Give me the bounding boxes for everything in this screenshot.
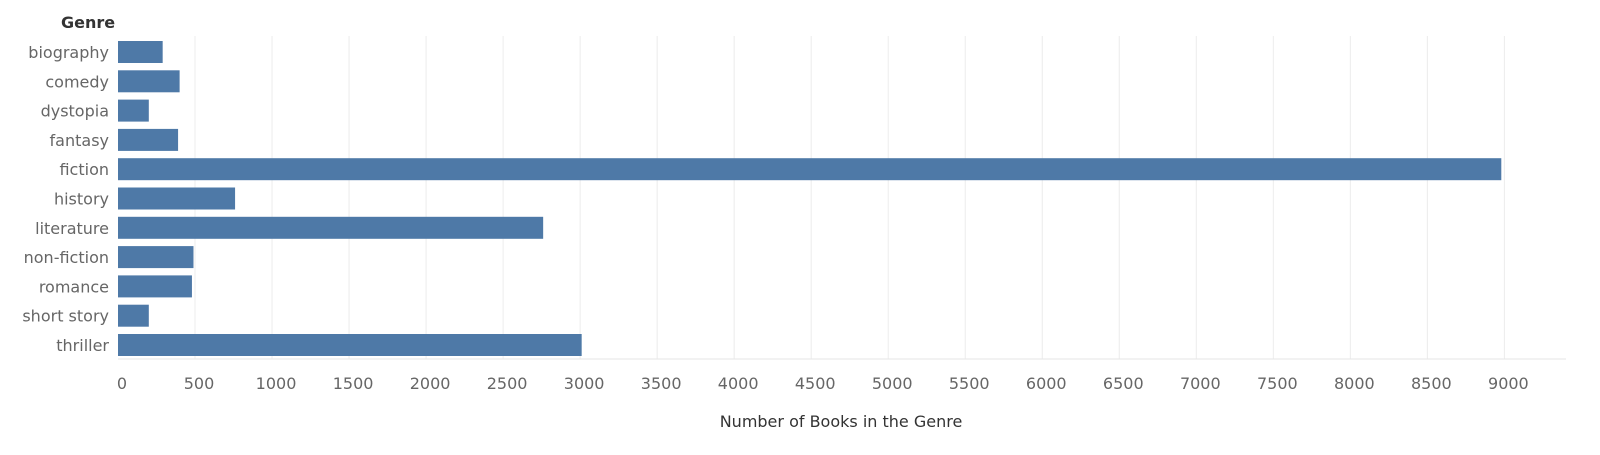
bar-biography	[118, 41, 163, 63]
x-tick-label: 2500	[487, 374, 528, 393]
row-header-genre: Genre	[61, 13, 116, 32]
gridlines	[118, 36, 1566, 360]
x-tick-label: 7500	[1257, 374, 1298, 393]
category-label: fantasy	[50, 131, 109, 150]
category-label: romance	[39, 277, 109, 296]
bar-comedy	[118, 70, 180, 93]
bar-history	[118, 187, 236, 210]
bars	[118, 41, 1502, 356]
bar-romance	[118, 275, 192, 298]
x-tick-label: 8000	[1334, 374, 1375, 393]
category-label: biography	[28, 43, 109, 62]
category-label: non-fiction	[24, 248, 109, 267]
bar-dystopia	[118, 99, 149, 122]
bar-fiction	[118, 158, 1502, 181]
bar-non-fiction	[118, 246, 194, 269]
x-tick-label: 2000	[410, 374, 451, 393]
x-tick-label: 500	[184, 374, 215, 393]
x-tick-label: 1500	[333, 374, 374, 393]
x-tick-label: 0	[117, 374, 127, 393]
x-tick-label: 3000	[564, 374, 605, 393]
category-label: short story	[22, 307, 109, 326]
x-tick-label: 7000	[1180, 374, 1221, 393]
bar-fantasy	[118, 128, 179, 151]
x-tick-label: 6000	[1026, 374, 1067, 393]
x-tick-label: 5500	[949, 374, 990, 393]
x-tick-label: 5000	[872, 374, 913, 393]
category-label: history	[54, 190, 109, 209]
category-label: fiction	[59, 160, 109, 179]
category-label: literature	[35, 219, 109, 238]
x-tick-label: 8500	[1411, 374, 1452, 393]
x-tick-label: 9000	[1488, 374, 1529, 393]
category-label: thriller	[56, 336, 109, 355]
x-tick-label: 1000	[256, 374, 297, 393]
bar-short-story	[118, 304, 149, 327]
x-tick-label: 4500	[795, 374, 836, 393]
x-tick-label: 4000	[718, 374, 759, 393]
x-tick-label: 3500	[641, 374, 682, 393]
bar-thriller	[118, 334, 582, 356]
category-label: dystopia	[41, 102, 109, 121]
category-label: comedy	[45, 72, 109, 91]
category-labels: biography comedy dystopia fantasy fiction his…	[22, 43, 109, 355]
x-axis-ticks: 0 500 1000 1500 2000 2500 3000 3500 4000 4500 5000…	[117, 374, 1529, 393]
x-axis-title: Number of Books in the Genre	[720, 412, 963, 431]
bar-literature	[118, 216, 544, 239]
x-tick-label: 6500	[1103, 374, 1144, 393]
